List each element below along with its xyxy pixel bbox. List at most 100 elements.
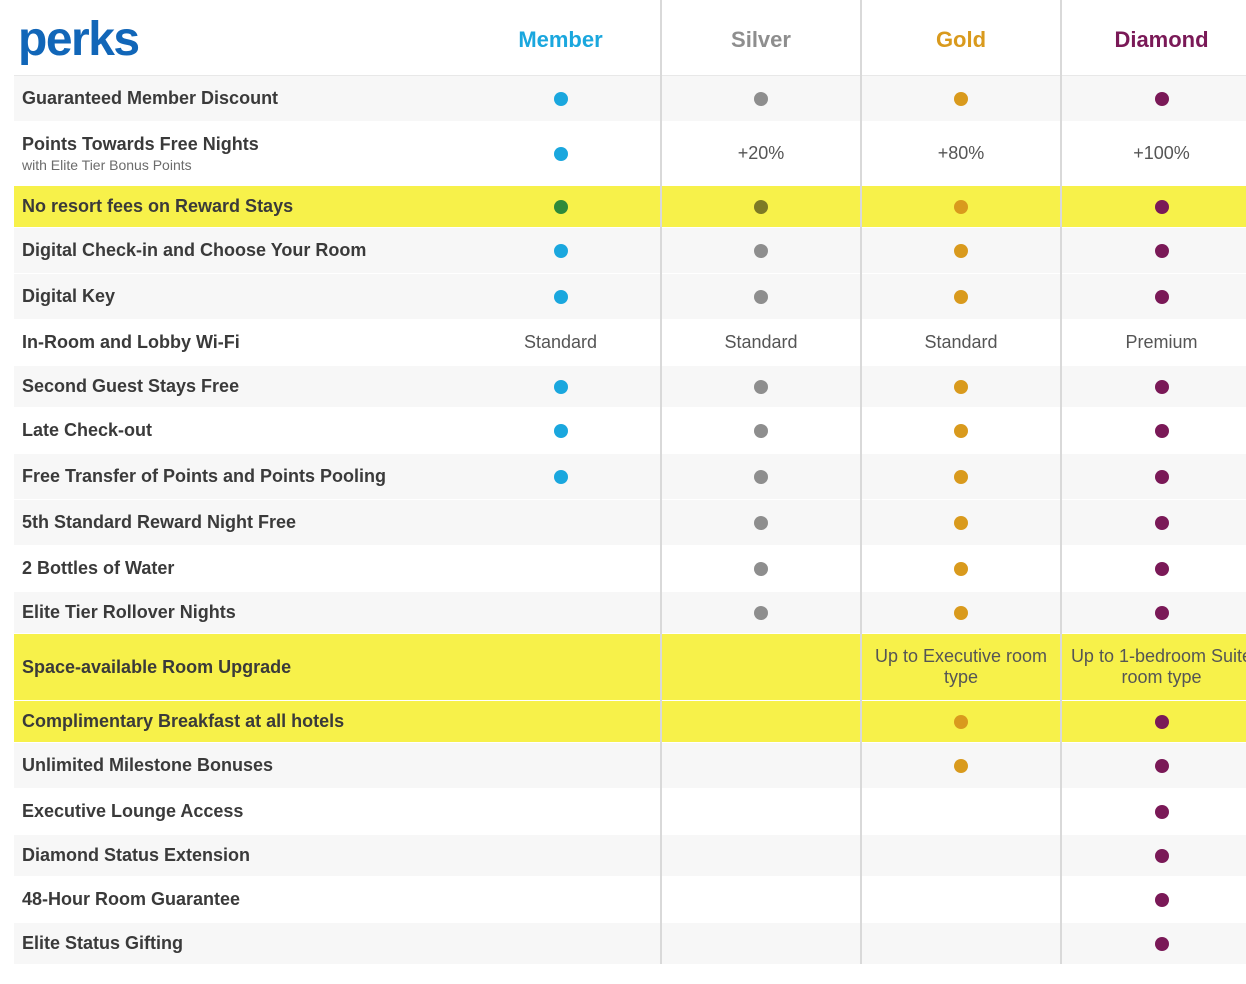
perk-cell-gold <box>861 592 1061 634</box>
perk-cell-gold <box>861 366 1061 408</box>
perk-cell-text: Standard <box>724 332 797 352</box>
perk-cell-diamond <box>1061 274 1246 320</box>
perk-name-label: Guaranteed Member Discount <box>22 88 278 108</box>
perk-cell-diamond <box>1061 186 1246 228</box>
dot-icon <box>1155 516 1169 530</box>
perk-cell-gold <box>861 835 1061 877</box>
dot-icon <box>1155 562 1169 576</box>
perk-cell-member <box>461 592 661 634</box>
perk-name: 5th Standard Reward Night Free <box>14 500 461 546</box>
table-row: Digital Key <box>14 274 1246 320</box>
perk-name-label: Free Transfer of Points and Points Pooli… <box>22 466 386 486</box>
dot-icon <box>754 380 768 394</box>
dot-icon <box>954 606 968 620</box>
dot-icon <box>1155 606 1169 620</box>
perk-cell-diamond <box>1061 743 1246 789</box>
perk-name-label: Complimentary Breakfast at all hotels <box>22 711 344 731</box>
perk-name: Elite Status Gifting <box>14 923 461 965</box>
perk-cell-member <box>461 408 661 454</box>
perk-cell-silver <box>661 835 861 877</box>
dot-icon <box>1155 92 1169 106</box>
perk-cell-gold <box>861 228 1061 274</box>
perk-cell-member <box>461 789 661 835</box>
table-row: Diamond Status Extension <box>14 835 1246 877</box>
perk-name-label: Unlimited Milestone Bonuses <box>22 755 273 775</box>
table-row: 2 Bottles of Water <box>14 546 1246 592</box>
perk-cell-gold: +80% <box>861 122 1061 186</box>
table-row: Late Check-out <box>14 408 1246 454</box>
perk-cell-gold <box>861 454 1061 500</box>
perk-name-label: No resort fees on Reward Stays <box>22 196 293 216</box>
perk-cell-diamond <box>1061 546 1246 592</box>
table-row: Elite Tier Rollover Nights <box>14 592 1246 634</box>
dot-icon <box>954 244 968 258</box>
dot-icon <box>954 290 968 304</box>
dot-icon <box>954 380 968 394</box>
dot-icon <box>754 290 768 304</box>
perk-cell-gold: Up to Executive room type <box>861 634 1061 701</box>
table-row: 5th Standard Reward Night Free <box>14 500 1246 546</box>
dot-icon <box>554 92 568 106</box>
dot-icon <box>954 92 968 106</box>
perk-cell-diamond <box>1061 408 1246 454</box>
perk-cell-gold <box>861 76 1061 122</box>
perk-cell-silver <box>661 789 861 835</box>
table-row: Elite Status Gifting <box>14 923 1246 965</box>
tier-header-member: Member <box>461 0 661 76</box>
perk-name-label: 2 Bottles of Water <box>22 558 174 578</box>
perk-cell-text: +80% <box>938 143 985 163</box>
dot-icon <box>554 200 568 214</box>
table-title-cell: perks <box>14 0 461 76</box>
perk-cell-silver <box>661 634 861 701</box>
perk-cell-silver: +20% <box>661 122 861 186</box>
perk-cell-text: Standard <box>924 332 997 352</box>
dot-icon <box>1155 244 1169 258</box>
dot-icon <box>754 200 768 214</box>
perk-cell-gold <box>861 923 1061 965</box>
perk-cell-gold <box>861 701 1061 743</box>
dot-icon <box>1155 290 1169 304</box>
perk-cell-silver <box>661 701 861 743</box>
perk-cell-gold <box>861 408 1061 454</box>
perk-cell-member <box>461 274 661 320</box>
perk-name-label: Second Guest Stays Free <box>22 376 239 396</box>
perk-cell-text: +20% <box>738 143 785 163</box>
perk-cell-silver <box>661 186 861 228</box>
perk-cell-diamond <box>1061 701 1246 743</box>
perk-cell-silver: Standard <box>661 320 861 366</box>
perk-cell-gold <box>861 789 1061 835</box>
tier-header-diamond: Diamond <box>1061 0 1246 76</box>
perk-cell-member <box>461 743 661 789</box>
perk-name-label: Space-available Room Upgrade <box>22 657 291 677</box>
perk-cell-silver <box>661 546 861 592</box>
dot-icon <box>1155 937 1169 951</box>
perk-cell-member <box>461 877 661 923</box>
dot-icon <box>954 424 968 438</box>
perk-name: Second Guest Stays Free <box>14 366 461 408</box>
perk-cell-diamond <box>1061 789 1246 835</box>
perk-name-label: 5th Standard Reward Night Free <box>22 512 296 532</box>
perk-name-label: Digital Key <box>22 286 115 306</box>
perk-cell-silver <box>661 228 861 274</box>
dot-icon <box>1155 893 1169 907</box>
perk-name-label: Late Check-out <box>22 420 152 440</box>
perk-name-label: In-Room and Lobby Wi-Fi <box>22 332 240 352</box>
perk-cell-text: Up to 1-bedroom Suite room type <box>1071 646 1246 687</box>
perk-name: Points Towards Free Nightswith Elite Tie… <box>14 122 461 186</box>
perk-cell-text: Standard <box>524 332 597 352</box>
perk-name-label: Diamond Status Extension <box>22 845 250 865</box>
perk-cell-member <box>461 228 661 274</box>
dot-icon <box>554 470 568 484</box>
dot-icon <box>1155 200 1169 214</box>
dot-icon <box>754 470 768 484</box>
perk-cell-diamond <box>1061 228 1246 274</box>
perk-cell-diamond <box>1061 835 1246 877</box>
perk-name: Unlimited Milestone Bonuses <box>14 743 461 789</box>
tier-header-silver: Silver <box>661 0 861 76</box>
dot-icon <box>554 290 568 304</box>
dot-icon <box>1155 759 1169 773</box>
perks-table: perks Member Silver Gold Diamond Guarant… <box>14 0 1246 964</box>
dot-icon <box>1155 715 1169 729</box>
perk-cell-gold <box>861 274 1061 320</box>
perk-cell-member <box>461 454 661 500</box>
